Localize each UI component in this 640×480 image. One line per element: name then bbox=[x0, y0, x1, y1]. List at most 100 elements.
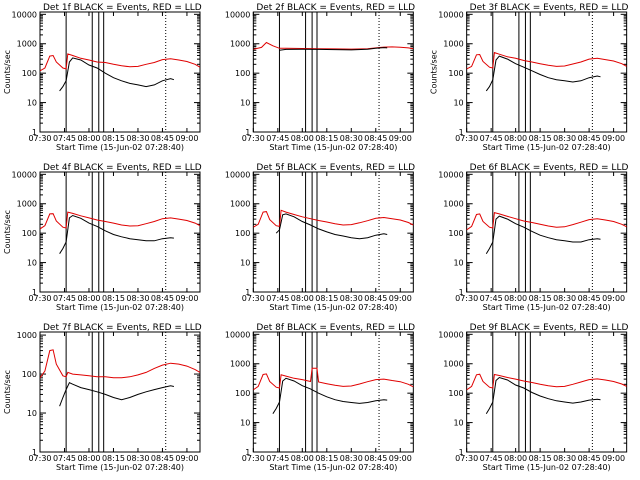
x-tick-label: 09:00 bbox=[602, 134, 625, 143]
x-tick-label: 08:15 bbox=[102, 294, 125, 303]
x-tick-label: 08:30 bbox=[340, 454, 363, 463]
x-axis-title: Start Time (15-Jun-02 07:28:40) bbox=[56, 303, 184, 312]
y-tick-label: 10000 bbox=[438, 170, 463, 179]
y-tick-label: 1000 bbox=[443, 360, 463, 369]
x-tick-label: 08:45 bbox=[578, 454, 601, 463]
x-tick-label: 08:15 bbox=[529, 454, 552, 463]
x-tick-label: 08:00 bbox=[504, 134, 527, 143]
plot-frame bbox=[252, 331, 414, 453]
x-tick-label: 07:45 bbox=[480, 134, 503, 143]
y-tick-label: 1 bbox=[245, 448, 250, 457]
x-tick-label: 08:15 bbox=[102, 454, 125, 463]
x-axis-title: Start Time (15-Jun-02 07:28:40) bbox=[483, 303, 611, 312]
series-line-black bbox=[485, 55, 601, 92]
y-axis-title: Counts/sec bbox=[3, 210, 12, 254]
series-line-red bbox=[253, 209, 414, 228]
series-line-black bbox=[279, 47, 388, 51]
x-tick-label: 07:45 bbox=[53, 454, 76, 463]
y-tick-label: 10000 bbox=[438, 330, 463, 339]
x-tick-label: 07:30 bbox=[242, 294, 265, 303]
x-tick-label: 07:30 bbox=[455, 454, 478, 463]
y-tick-label: 10000 bbox=[12, 10, 37, 19]
x-axis-title: Start Time (15-Jun-02 07:28:40) bbox=[269, 463, 397, 472]
y-tick-label: 1 bbox=[245, 128, 250, 137]
y-tick-label: 10000 bbox=[225, 330, 250, 339]
x-tick-label: 09:00 bbox=[389, 134, 412, 143]
y-tick-label: 1 bbox=[459, 128, 464, 137]
y-tick-label: 10 bbox=[453, 419, 463, 428]
y-tick-label: 1000 bbox=[230, 200, 250, 209]
y-tick-label: 100 bbox=[448, 229, 463, 238]
x-tick-label: 08:15 bbox=[102, 134, 125, 143]
y-tick-label: 1000 bbox=[17, 331, 37, 340]
y-tick-label: 10 bbox=[453, 99, 463, 108]
y-tick-label: 10 bbox=[27, 409, 37, 418]
panel-title: Det 7f BLACK = Events, RED = LLD bbox=[43, 323, 202, 333]
x-tick-label: 08:30 bbox=[340, 294, 363, 303]
y-tick-label: 1000 bbox=[230, 360, 250, 369]
panel-title: Det 1f BLACK = Events, RED = LLD bbox=[43, 3, 202, 13]
y-tick-label: 1 bbox=[32, 128, 37, 137]
x-tick-label: 08:15 bbox=[315, 134, 338, 143]
series-line-black bbox=[272, 377, 388, 414]
series-line-red bbox=[40, 211, 200, 230]
x-tick-label: 07:30 bbox=[455, 294, 478, 303]
panel-6: Det 6f BLACK = Events, RED = LLD 07:30 07:… bbox=[438, 163, 628, 312]
x-tick-label: 08:45 bbox=[578, 294, 601, 303]
y-tick-label: 100 bbox=[235, 69, 250, 78]
x-tick-label: 07:45 bbox=[266, 454, 289, 463]
y-tick-label: 10000 bbox=[225, 170, 250, 179]
x-tick-label: 08:30 bbox=[126, 134, 149, 143]
series-line-black bbox=[59, 214, 174, 254]
x-tick-label: 07:30 bbox=[28, 134, 51, 143]
x-axis-title: Start Time (15-Jun-02 07:28:40) bbox=[56, 143, 184, 152]
x-tick-label: 08:00 bbox=[77, 134, 100, 143]
y-tick-label: 1000 bbox=[17, 200, 37, 209]
panel-title: Det 6f BLACK = Events, RED = LLD bbox=[470, 163, 629, 173]
y-tick-label: 1 bbox=[32, 448, 37, 457]
x-tick-label: 07:45 bbox=[480, 294, 503, 303]
series-line-black bbox=[59, 382, 175, 407]
x-tick-label: 08:15 bbox=[529, 134, 552, 143]
y-tick-label: 100 bbox=[22, 229, 37, 238]
y-axis-title: Counts/sec bbox=[430, 50, 439, 94]
x-tick-label: 08:15 bbox=[529, 294, 552, 303]
y-tick-label: 100 bbox=[22, 69, 37, 78]
x-tick-label: 08:00 bbox=[504, 454, 527, 463]
x-tick-label: 08:00 bbox=[291, 134, 314, 143]
y-tick-label: 1000 bbox=[443, 40, 463, 49]
y-tick-label: 1 bbox=[245, 288, 250, 297]
x-tick-label: 07:30 bbox=[28, 454, 51, 463]
series-line-black bbox=[485, 215, 601, 254]
y-tick-label: 10 bbox=[453, 259, 463, 268]
x-tick-label: 09:00 bbox=[175, 454, 198, 463]
series-line-black bbox=[59, 57, 175, 92]
panel-title: Det 2f BLACK = Events, RED = LLD bbox=[256, 3, 415, 13]
x-tick-label: 08:00 bbox=[291, 454, 314, 463]
panel-title: Det 3f BLACK = Events, RED = LLD bbox=[470, 3, 629, 13]
plot-frame bbox=[39, 11, 201, 133]
x-axis-title: Start Time (15-Jun-02 07:28:40) bbox=[483, 463, 611, 472]
x-tick-label: 07:30 bbox=[242, 454, 265, 463]
panel-title: Det 4f BLACK = Events, RED = LLD bbox=[43, 163, 202, 173]
y-tick-label: 100 bbox=[448, 389, 463, 398]
panel-4: Det 4f BLACK = Events, RED = LLD 07:30 07:… bbox=[3, 163, 202, 312]
series-line-red bbox=[40, 53, 200, 72]
panel-2: Det 2f BLACK = Events, RED = LLD 07:30 07:… bbox=[225, 3, 415, 152]
x-tick-label: 07:45 bbox=[53, 294, 76, 303]
x-tick-label: 07:30 bbox=[455, 134, 478, 143]
x-tick-label: 07:45 bbox=[266, 294, 289, 303]
panel-title: Det 8f BLACK = Events, RED = LLD bbox=[256, 323, 415, 333]
plot-frame bbox=[466, 331, 628, 453]
y-tick-label: 10000 bbox=[225, 10, 250, 19]
series-line-red bbox=[253, 41, 414, 50]
x-tick-label: 07:45 bbox=[480, 454, 503, 463]
x-tick-label: 09:00 bbox=[175, 294, 198, 303]
series-line-black bbox=[275, 213, 388, 240]
x-tick-label: 08:45 bbox=[364, 134, 387, 143]
plot-frame bbox=[466, 11, 628, 133]
x-tick-label: 08:15 bbox=[315, 294, 338, 303]
y-tick-label: 1000 bbox=[443, 200, 463, 209]
x-tick-label: 08:00 bbox=[291, 294, 314, 303]
panel-3: Det 3f BLACK = Events, RED = LLD 07:30 07:… bbox=[430, 3, 629, 152]
